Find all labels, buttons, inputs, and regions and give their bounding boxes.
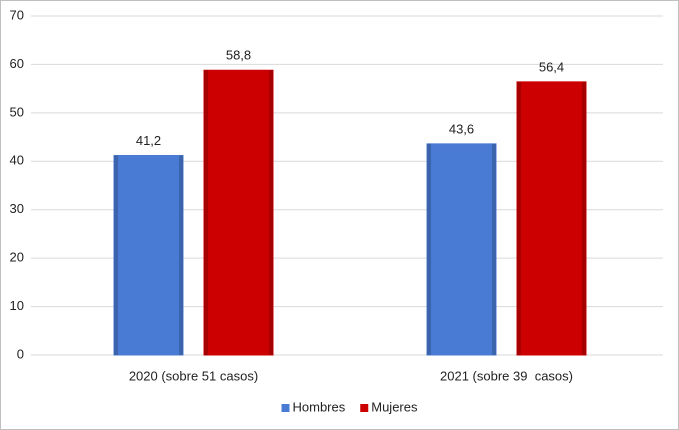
data-label: 58,8 [226, 48, 251, 63]
y-tick-label: 70 [10, 7, 24, 22]
y-tick-label: 20 [10, 250, 24, 265]
bar-shade [517, 81, 521, 355]
y-tick-label: 50 [10, 104, 24, 119]
legend-label: Mujeres [371, 399, 418, 414]
bar-shade [204, 70, 208, 356]
y-tick-label: 60 [10, 56, 24, 71]
legend-swatch [360, 404, 369, 412]
legend-swatch [281, 404, 290, 412]
y-tick-label: 40 [10, 153, 24, 168]
bar [113, 154, 184, 356]
y-tick-label: 0 [17, 346, 24, 361]
bar-shade [269, 70, 273, 356]
bar [203, 69, 274, 356]
y-tick-label: 10 [10, 298, 24, 313]
data-label: 56,4 [539, 59, 564, 74]
x-tick-label: 2021 (sobre 39 casos) [440, 368, 573, 383]
bar-shade [179, 155, 183, 355]
bar-shade [582, 81, 586, 355]
bar-shade [427, 143, 431, 355]
bar [516, 81, 587, 356]
data-label: 43,6 [449, 121, 474, 136]
x-tick-label: 2020 (sobre 51 casos) [129, 368, 258, 383]
y-tick-label: 30 [10, 201, 24, 216]
bar [426, 143, 497, 356]
data-label: 41,2 [136, 133, 161, 148]
legend-label: Hombres [293, 399, 346, 414]
bar-shade [114, 155, 118, 355]
bar-shade [492, 143, 496, 355]
